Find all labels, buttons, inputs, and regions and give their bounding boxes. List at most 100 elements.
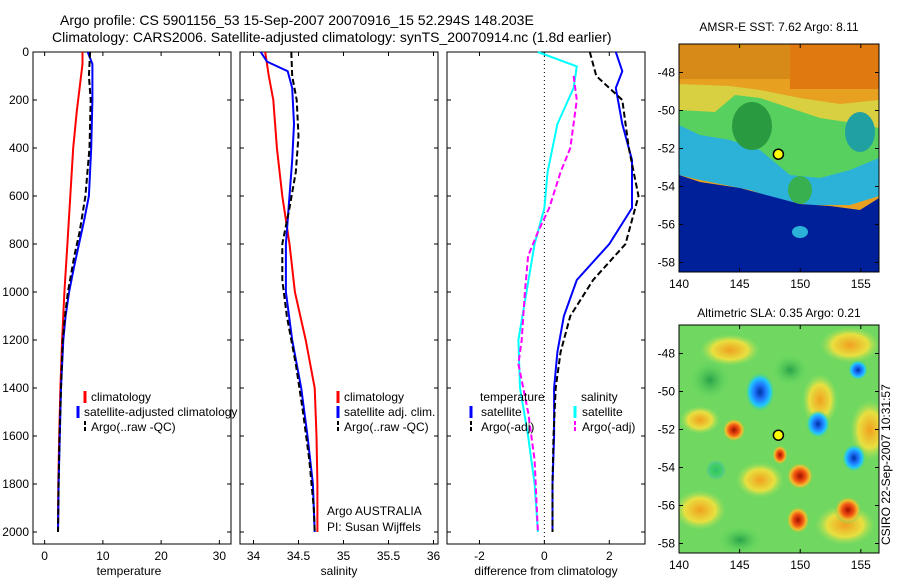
map-y-tick-label: -48 — [658, 347, 676, 361]
sst-field-cold — [679, 175, 879, 272]
x-tick-label: 35 — [337, 549, 351, 563]
sla-map-title: Altimetric SLA: 0.35 Argo: 0.21 — [697, 306, 861, 320]
x-tick-label: 10 — [96, 549, 110, 563]
y-tick-label: 1200 — [2, 333, 29, 347]
x-tick-label: 0 — [41, 549, 48, 563]
map-y-tick-label: -56 — [658, 499, 676, 513]
salinity-legend: climatology satellite adj. clim. Argo(..… — [336, 390, 435, 434]
legend-label-argo: Argo(..raw -QC) — [344, 420, 429, 434]
series-line-argo-raw-qc- — [57, 51, 92, 533]
sla-yellow-1 — [700, 334, 760, 366]
argo-annotation-line-2: PI: Susan Wijffels — [327, 520, 421, 534]
legend-head-temperature: temperature — [480, 390, 545, 404]
figure-title-line-2: Climatology: CARS2006. Satellite-adjuste… — [52, 29, 612, 45]
y-tick-label: 200 — [9, 93, 29, 107]
map-x-tick-label: 150 — [790, 558, 810, 572]
legend-label-climatology: climatology — [344, 390, 404, 404]
y-tick-label: 1400 — [2, 381, 29, 395]
salinity-series — [259, 51, 319, 533]
sla-map-ticks: 140 145 150 155 -48 -50 -52 -54 -56 -58 — [658, 325, 879, 572]
map-y-tick-label: -50 — [658, 385, 676, 399]
x-tick-label: 2 — [606, 549, 613, 563]
y-tick-label: 1600 — [2, 429, 29, 443]
map-y-tick-label: -58 — [658, 537, 676, 551]
sla-high-5 — [772, 445, 788, 465]
sst-field-cyan-band — [679, 125, 879, 205]
x-tick-label: 34.5 — [287, 549, 311, 563]
map-x-tick-label: 140 — [669, 558, 689, 572]
series-line-argo-adj- — [551, 51, 640, 532]
map-y-tick-label: -48 — [658, 66, 676, 80]
sla-green-2 — [772, 354, 808, 386]
sst-warm-patch — [732, 102, 772, 150]
temperature-axis-ticks: 0 10 20 30 0 200 400 600 800 1000 1200 1400 1600 1800… — [2, 45, 231, 563]
sla-map-panel: Altimetric SLA: 0.35 Argo: 0.21 — [658, 306, 880, 572]
sla-green-3 — [718, 526, 762, 553]
sla-low-2 — [806, 410, 830, 438]
y-tick-label: 1000 — [2, 285, 29, 299]
sst-map-ticks: 140 145 150 155 -48 -50 -52 -54 -56 -58 — [658, 44, 879, 291]
map-x-tick-label: 155 — [851, 558, 871, 572]
legend-label-climatology: climatology — [91, 390, 151, 404]
legend-head-salinity: salinity — [581, 390, 618, 404]
map-x-tick-label: 145 — [730, 277, 750, 291]
map-y-tick-label: -54 — [658, 180, 676, 194]
sla-low-1 — [745, 372, 775, 412]
map-y-tick-label: -52 — [658, 423, 676, 437]
sst-warm-patch-2 — [788, 176, 812, 204]
x-tick-label: 0 — [541, 549, 548, 563]
sst-field-orange-right — [790, 44, 879, 89]
y-tick-label: 0 — [22, 45, 29, 59]
x-tick-label: 20 — [154, 549, 168, 563]
map-x-tick-label: 140 — [669, 277, 689, 291]
series-line-satellite-adj-clim- — [259, 51, 316, 533]
y-tick-label: 400 — [9, 141, 29, 155]
map-y-tick-label: -58 — [658, 256, 676, 270]
legend-label-sal-argo: Argo(-adj) — [582, 420, 635, 434]
sla-high-4 — [722, 418, 746, 442]
difference-series — [517, 51, 640, 533]
sst-map-title: AMSR-E SST: 7.62 Argo: 8.11 — [699, 20, 859, 34]
series-line-argo-raw-qc- — [281, 51, 316, 533]
sla-green-1 — [690, 360, 730, 400]
sla-low-4 — [848, 360, 868, 380]
temperature-series — [57, 51, 94, 533]
legend-label-satellite-adjusted: satellite-adjusted climatology — [84, 405, 237, 419]
salinity-panel: 34 34.5 35 35.5 36 salinity climatology sate… — [239, 51, 440, 578]
legend-label-temp-satellite: satellite — [481, 405, 522, 419]
sla-low-5 — [706, 460, 726, 480]
salinity-xlabel: salinity — [321, 564, 358, 578]
map-x-tick-label: 150 — [790, 277, 810, 291]
sst-warm-patch-3 — [792, 226, 808, 238]
map-y-tick-label: -54 — [658, 461, 676, 475]
difference-panel: -2 0 2 difference from climatology tempera… — [446, 51, 646, 578]
sla-high-1 — [786, 462, 814, 490]
argo-location-marker — [772, 148, 785, 160]
series-line-satellite — [551, 51, 633, 532]
salinity-plot-frame — [239, 51, 439, 545]
map-y-tick-label: -52 — [658, 142, 676, 156]
temperature-panel: 0 10 20 30 0 200 400 600 800 1000 1200 1400 1600 1800… — [2, 45, 237, 578]
figure-title-line-1: Argo profile: CS 5901156_53 15-Sep-2007 … — [60, 12, 534, 28]
sla-low-3 — [842, 444, 866, 472]
map-y-tick-label: -50 — [658, 104, 676, 118]
map-x-tick-label: 145 — [730, 558, 750, 572]
sla-yellow-3 — [679, 490, 726, 530]
difference-axis-ticks: -2 0 2 — [447, 51, 645, 563]
y-tick-label: 2000 — [2, 525, 29, 539]
argo-annotation-line-1: Argo AUSTRALIA — [327, 504, 422, 518]
difference-plot-frame — [446, 51, 646, 545]
timestamp-side-label: CSIRO 22-Sep-2007 10:31:57 — [879, 384, 893, 545]
legend-label-satellite-adj: satellite adj. clim. — [344, 405, 435, 419]
legend-label-sal-satellite: satellite — [582, 405, 623, 419]
sst-map-frame — [678, 43, 880, 273]
sla-yellow-5 — [736, 462, 784, 498]
argo-location-marker — [772, 429, 785, 441]
sla-yellow-2 — [820, 327, 879, 363]
x-tick-label: -2 — [474, 549, 485, 563]
y-tick-label: 800 — [9, 237, 29, 251]
sla-yellow-7 — [680, 406, 720, 434]
x-tick-label: 34 — [247, 549, 261, 563]
series-line-argo-adj- — [517, 75, 578, 533]
